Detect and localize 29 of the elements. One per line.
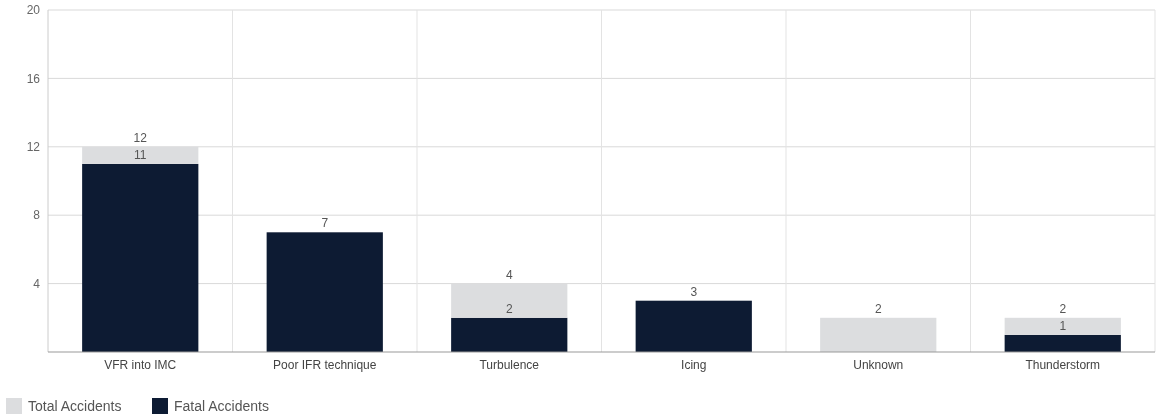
bar: [1004, 317, 1121, 335]
bar: [820, 317, 937, 352]
y-tick-label: 4: [33, 276, 41, 291]
x-tick-label: Poor IFR technique: [273, 358, 377, 372]
bar: [266, 232, 383, 352]
total-label: 2: [1059, 301, 1067, 316]
bar: [1004, 334, 1121, 352]
total-label: 12: [133, 130, 148, 145]
bar: [635, 300, 752, 352]
bar: [451, 317, 568, 352]
y-tick-label: 8: [33, 208, 41, 223]
x-tick-label: Icing: [681, 358, 707, 372]
legend-label: Fatal Accidents: [174, 397, 269, 414]
x-tick-label: VFR into IMC: [104, 358, 177, 372]
x-tick-label: Unknown: [853, 358, 904, 372]
legend-label: Total Accidents: [28, 397, 122, 414]
x-tick-label: Thunderstorm: [1025, 358, 1101, 372]
x-tick-label: Turbulence: [479, 358, 540, 372]
total-label: 3: [690, 284, 698, 299]
bar: [82, 163, 199, 352]
y-tick-label: 20: [26, 3, 41, 18]
y-tick-label: 16: [26, 71, 41, 86]
y-tick-label: 12: [26, 140, 41, 154]
data-label: 11: [134, 147, 147, 162]
data-label: 2: [505, 301, 513, 316]
data-label: 1: [1059, 318, 1067, 333]
total-label: 2: [874, 301, 882, 316]
total-label: 4: [505, 267, 513, 282]
total-label: 7: [321, 216, 329, 231]
